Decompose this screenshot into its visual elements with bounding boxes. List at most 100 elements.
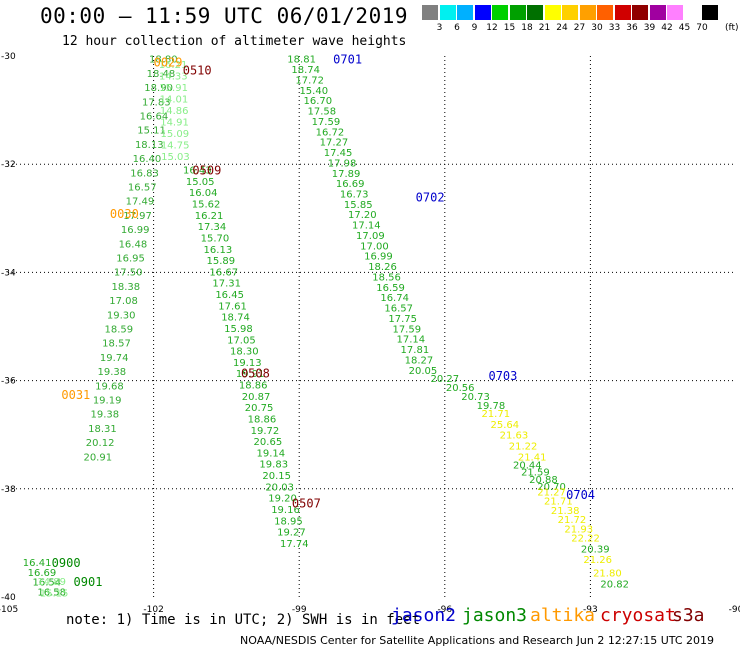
wave-height-value: 17.81: [401, 345, 430, 356]
wave-height-value: 18.26: [368, 262, 397, 273]
chart-subtitle: 12 hour collection of altimeter wave hei…: [62, 34, 407, 49]
color-scale-tick: 27: [573, 23, 586, 33]
wave-height-value: 18.74: [221, 313, 250, 324]
chart-title: 00:00 — 11:59 UTC 06/01/2019: [40, 4, 409, 28]
pass-label: 0510: [183, 64, 212, 78]
wave-height-value: 16.54: [33, 578, 62, 589]
wave-height-value: 20.12: [86, 438, 115, 449]
color-scale-tick: 30: [591, 23, 603, 33]
color-scale-tick: 36: [626, 23, 638, 33]
wave-height-value: 16.99: [364, 252, 393, 263]
wave-height-value: 16.57: [128, 183, 157, 194]
color-scale-tick: 18: [521, 23, 533, 33]
wave-height-value: 14.91: [160, 118, 189, 129]
wave-height-value: 16.67: [209, 267, 238, 278]
wave-height-value: 17.31: [212, 279, 241, 290]
wave-height-value: 19.19: [93, 396, 122, 407]
wave-height-value: 21.26: [583, 555, 612, 566]
wave-height-value: 15.03: [161, 152, 190, 163]
wave-height-value: 19.83: [259, 460, 288, 471]
wave-height-value: 19.38: [98, 367, 127, 378]
wave-height-value: 20.65: [254, 437, 283, 448]
lon-tick-label: -99: [292, 605, 307, 615]
color-scale-tick: 12: [486, 23, 498, 33]
wave-height-value: 17.97: [123, 211, 152, 222]
wave-height-value: 16.59: [376, 283, 405, 294]
pass-label: 0029: [154, 55, 183, 69]
wave-height-value: 15.62: [192, 200, 221, 211]
wave-height-value: 19.13: [233, 358, 262, 369]
lon-tick-label: -90: [729, 605, 740, 615]
lat-tick-label: -36: [1, 377, 16, 387]
wave-height-value: 19.91: [236, 369, 265, 380]
wave-height-value: 17.72: [295, 75, 324, 86]
wave-height-value: 16.21: [159, 60, 188, 71]
wave-height-value: 21.22: [509, 442, 538, 453]
wave-height-value: 21.71: [481, 409, 510, 420]
wave-height-value: 18.59: [105, 325, 134, 336]
color-swatch: [562, 5, 579, 20]
wave-height-value: 20.75: [245, 403, 274, 414]
wave-height-value: 15.85: [344, 200, 373, 211]
wave-height-value: 20.91: [83, 452, 112, 463]
color-scale-tick: 45: [678, 23, 691, 33]
wave-height-value: 17.98: [328, 158, 357, 169]
wave-height-value: 18.57: [102, 339, 131, 350]
wave-height-value: 20.03: [265, 482, 294, 493]
color-swatch: [439, 5, 457, 20]
color-swatch: [422, 5, 439, 20]
wave-height-value: 18.80: [149, 55, 178, 66]
footer-credit: NOAA/NESDIS Center for Satellite Applica…: [240, 634, 715, 647]
wave-height-value: 17.74: [280, 539, 309, 550]
lon-tick-label: -105: [0, 605, 18, 615]
color-scale-unit: (ft): [725, 23, 739, 33]
color-scale-tick: 39: [643, 23, 656, 33]
pass-label: 0703: [488, 369, 517, 383]
wave-height-value: 16.21: [195, 211, 224, 222]
wave-height-value: 16.83: [130, 168, 159, 179]
wave-height-value: 18.90: [144, 83, 173, 94]
wave-height-value: 20.05: [409, 366, 438, 377]
wave-height-value: 17.05: [227, 335, 256, 346]
wave-height-value: 19.78: [477, 401, 506, 412]
pass-label: 0702: [416, 191, 445, 205]
wave-height-value: 19.20: [268, 494, 297, 505]
wave-height-value: 16.99: [121, 225, 150, 236]
wave-height-value: 16.48: [119, 239, 148, 250]
wave-height-value: 20.44: [513, 460, 542, 471]
wave-height-value: 16.74: [380, 293, 409, 304]
wave-height-value: 17.58: [308, 107, 337, 118]
color-swatch: [544, 5, 562, 20]
color-swatch: [632, 5, 649, 20]
legend-s3a: s3a: [672, 605, 705, 626]
wave-height-value: 18.48: [147, 69, 176, 80]
lat-tick-label: -30: [1, 52, 16, 62]
color-scale-tick: 3: [436, 23, 443, 33]
color-swatch: [579, 5, 597, 20]
wave-height-value: 16.69: [28, 568, 57, 579]
lon-tick-label: -93: [583, 605, 598, 615]
wave-height-value: 19.27: [277, 528, 306, 539]
wave-height-value: 17.09: [356, 231, 385, 242]
wave-height-value: 21.27: [537, 488, 566, 499]
wave-height-value: 17.49: [126, 197, 155, 208]
wave-height-value: 15.89: [206, 256, 235, 267]
wave-height-value: 14.89: [37, 577, 66, 588]
wave-height-value: 19.74: [100, 353, 129, 364]
wave-height-value: 17.45: [324, 148, 353, 159]
wave-height-value: 15.09: [161, 129, 190, 140]
color-scale-tick: 70: [696, 23, 708, 33]
wave-height-value: 20.87: [242, 392, 271, 403]
color-scale-tick: 42: [661, 23, 673, 33]
note-text: note: 1) Time is in UTC; 2) SWH is in fe…: [66, 612, 421, 628]
wave-height-value: 21.80: [593, 569, 622, 580]
color-scale-tick: 33: [608, 23, 621, 33]
wave-height-value: 17.14: [397, 335, 426, 346]
wave-height-value: 17.59: [312, 117, 341, 128]
wave-height-value: 15.91: [159, 83, 188, 94]
wave-height-value: 16.58: [37, 588, 66, 599]
color-swatch: [614, 5, 632, 20]
wave-height-value: 20.73: [461, 392, 490, 403]
legend-cryosat: cryosat: [600, 605, 676, 626]
color-swatch: [457, 5, 474, 20]
